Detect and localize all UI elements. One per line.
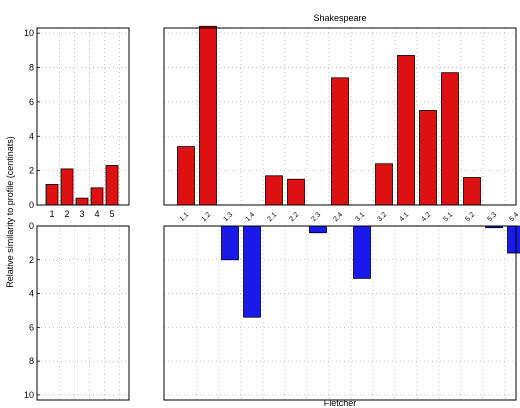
bottom-left-ytick-label: 8 [29,356,34,366]
bottom-left-ytick-label: 10 [24,390,34,400]
bottom-left-ytick-label: 2 [29,255,34,265]
x-tick-label-5.1: 5.1 [442,211,454,223]
y-axis-label: Relative similarity to profile (centinat… [5,136,15,288]
x-tick-label-5.4: 5.4 [508,211,520,223]
bottom-left-ytick-label: 0 [29,221,34,231]
x-tick-label-2.2: 2.2 [288,211,300,223]
bar-top-right-1.2 [199,25,217,206]
x-tick-label-1.1: 1.1 [178,211,190,223]
x-tick-label-1.4: 1.4 [244,211,256,223]
bar-top-left-5 [105,165,119,206]
bar-top-left-2 [60,168,74,206]
top-left-ytick-label: 8 [29,63,34,73]
bar-bottom-right-5.4 [507,225,520,254]
top-left-ytick-label: 0 [29,200,34,210]
x-tick-label-3.2: 3.2 [376,211,388,223]
bottom-left-panel-frame [36,225,130,401]
top-left-ytick-label: 10 [24,28,34,38]
x-tick-label-5: 5 [109,209,114,219]
bottom-left-ytick-label: 4 [29,289,34,299]
x-tick-label-2: 2 [64,209,69,219]
top-left-panel-frame [36,27,130,206]
x-tick-label-2.3: 2.3 [310,211,322,223]
bar-bottom-right-2.3 [309,225,327,234]
bottom-left-ytick-label: 6 [29,322,34,332]
top-left-ytick-label: 4 [29,131,34,141]
top-right-panel-frame [163,27,517,206]
x-tick-label-4.1: 4.1 [398,211,410,223]
bar-bottom-right-3.1 [353,225,371,279]
bar-top-right-2.4 [331,77,349,206]
bar-top-left-3 [75,197,89,206]
x-tick-label-2.4: 2.4 [332,211,344,223]
bar-top-right-5.2 [463,177,481,206]
bar-bottom-right-1.3 [221,225,239,261]
bar-top-right-1.1 [177,146,195,206]
bar-bottom-right-1.4 [243,225,261,318]
x-tick-label-4: 4 [94,209,99,219]
x-axis-label: Fletcher [324,398,357,408]
bar-top-right-2.2 [287,178,305,206]
x-tick-label-1.2: 1.2 [200,211,212,223]
bar-top-right-4.2 [419,110,437,206]
x-tick-label-2.1: 2.1 [266,211,278,223]
bar-top-right-3.2 [375,163,393,206]
x-tick-label-5.2: 5.2 [464,211,476,223]
x-tick-label-1.3: 1.3 [222,211,234,223]
chart-title: Shakespeare [313,13,366,23]
top-left-ytick-label: 6 [29,97,34,107]
bar-top-right-5.1 [441,72,459,206]
x-tick-label-4.2: 4.2 [420,211,432,223]
x-tick-label-1: 1 [49,209,54,219]
x-tick-label-3.1: 3.1 [354,211,366,223]
top-left-ytick-label: 2 [29,166,34,176]
bar-top-left-1 [45,183,59,206]
bar-top-right-4.1 [397,55,415,206]
bottom-right-panel-frame [163,225,517,401]
x-tick-label-3: 3 [79,209,84,219]
x-tick-label-5.3: 5.3 [486,211,498,223]
bar-top-right-2.1 [265,175,283,206]
bar-top-left-4 [90,187,104,206]
